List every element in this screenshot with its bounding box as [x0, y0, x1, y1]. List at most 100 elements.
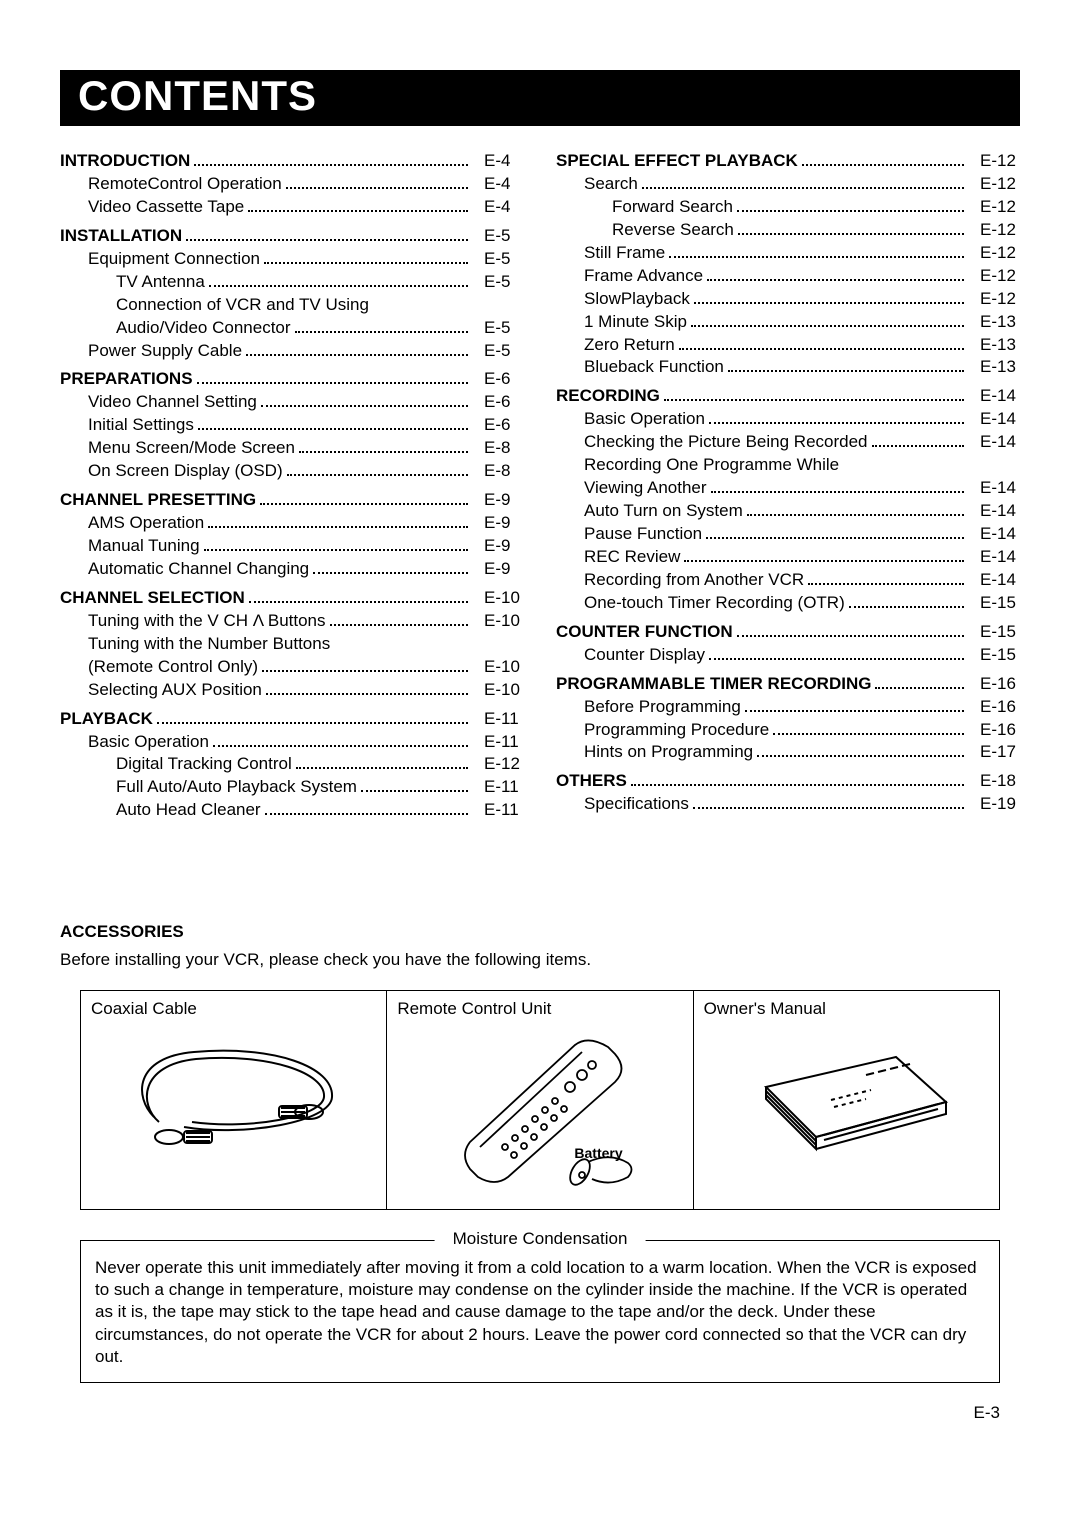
- toc-label: Forward Search: [556, 196, 733, 219]
- toc-label: Tuning with the V CH Λ Buttons: [60, 610, 326, 633]
- toc-row: Counter DisplayE-15: [556, 644, 1020, 667]
- toc-dots: [313, 559, 468, 574]
- toc-label: SlowPlayback: [556, 288, 690, 311]
- owners-manual-icon: [716, 1027, 976, 1167]
- toc-page: E-13: [968, 311, 1020, 334]
- toc-row: Basic OperationE-14: [556, 408, 1020, 431]
- toc-row: INSTALLATIONE-5: [60, 225, 524, 248]
- toc-row: Power Supply CableE-5: [60, 340, 524, 363]
- toc-row: Viewing Another E-14: [556, 477, 1020, 500]
- toc-page: E-16: [968, 696, 1020, 719]
- toc-page: E-8: [472, 460, 524, 483]
- toc-label: Initial Settings: [60, 414, 194, 437]
- toc-row: REC ReviewE-14: [556, 546, 1020, 569]
- toc-page: E-15: [968, 644, 1020, 667]
- toc-dots: [808, 570, 964, 585]
- moisture-title: Moisture Condensation: [435, 1229, 646, 1249]
- toc-row: On Screen Display (OSD)E-8: [60, 460, 524, 483]
- toc-row: CHANNEL SELECTIONE-10: [60, 587, 524, 610]
- moisture-body: Never operate this unit immediately afte…: [95, 1257, 985, 1367]
- toc-dots: [264, 248, 468, 263]
- toc-dots: [330, 611, 468, 626]
- toc-dots: [296, 754, 468, 769]
- toc-label: PLAYBACK: [60, 708, 153, 731]
- toc-label: Manual Tuning: [60, 535, 200, 558]
- toc-dots: [266, 679, 468, 694]
- toc-page: E-14: [968, 477, 1020, 500]
- toc-page: E-14: [968, 408, 1020, 431]
- toc-page: E-12: [472, 753, 524, 776]
- toc-page: E-12: [968, 219, 1020, 242]
- toc-label: SPECIAL EFFECT PLAYBACK: [556, 150, 798, 173]
- accessory-label: Remote Control Unit: [397, 999, 682, 1019]
- remote-control-icon: [410, 1027, 670, 1197]
- toc-dots: [693, 794, 964, 809]
- toc-row: Tuning with the V CH Λ ButtonsE-10: [60, 610, 524, 633]
- toc-label: Hints on Programming: [556, 741, 753, 764]
- toc-label: Viewing Another: [556, 477, 707, 500]
- toc-page: E-5: [472, 340, 524, 363]
- toc-dots: [295, 317, 468, 332]
- toc-row: Recording from Another VCRE-14: [556, 569, 1020, 592]
- toc-dots: [669, 242, 964, 257]
- toc-dots: [261, 392, 468, 407]
- toc-label: PREPARATIONS: [60, 368, 193, 391]
- toc-label: Connection of VCR and TV Using: [60, 294, 369, 317]
- toc-dots: [849, 593, 964, 608]
- accessory-owners-manual: Owner's Manual: [694, 991, 999, 1209]
- toc-dots: [679, 334, 964, 349]
- toc-row: Selecting AUX PositionE-10: [60, 679, 524, 702]
- toc-page: E-14: [968, 546, 1020, 569]
- toc-page: E-13: [968, 356, 1020, 379]
- toc-page: E-14: [968, 523, 1020, 546]
- toc-row: Auto Head CleanerE-11: [60, 799, 524, 822]
- accessories-intro: Before installing your VCR, please check…: [60, 950, 1020, 970]
- accessories-boxes: Coaxial Cable Remot: [80, 990, 1000, 1210]
- toc-page: E-15: [968, 621, 1020, 644]
- toc-row: Video Cassette TapeE-4: [60, 196, 524, 219]
- toc-label: Still Frame: [556, 242, 665, 265]
- toc-container: INTRODUCTIONE-4RemoteControl OperationE-…: [60, 150, 1020, 822]
- toc-page: E-6: [472, 368, 524, 391]
- toc-page: E-6: [472, 391, 524, 414]
- toc-dots: [631, 771, 964, 786]
- toc-dots: [260, 490, 468, 505]
- toc-page: E-10: [472, 679, 524, 702]
- toc-row: RECORDINGE-14: [556, 385, 1020, 408]
- toc-page: E-12: [968, 242, 1020, 265]
- toc-dots: [197, 369, 468, 384]
- toc-row: Manual TuningE-9: [60, 535, 524, 558]
- toc-dots: [747, 501, 964, 516]
- toc-label: Digital Tracking Control: [60, 753, 292, 776]
- toc-page: E-5: [472, 271, 524, 294]
- toc-label: Zero Return: [556, 334, 675, 357]
- toc-label: Pause Function: [556, 523, 702, 546]
- toc-row: (Remote Control Only)E-10: [60, 656, 524, 679]
- toc-dots: [204, 536, 468, 551]
- toc-row: PREPARATIONS E-6: [60, 368, 524, 391]
- toc-dots: [773, 719, 964, 734]
- toc-label: Search: [556, 173, 638, 196]
- toc-page: E-16: [968, 719, 1020, 742]
- toc-label: AMS Operation: [60, 512, 204, 535]
- toc-dots: [287, 461, 468, 476]
- toc-dots: [157, 708, 468, 723]
- toc-dots: [737, 621, 964, 636]
- toc-row: TV AntennaE-5: [60, 271, 524, 294]
- toc-row: Recording One Programme While: [556, 454, 1020, 477]
- toc-page: E-13: [968, 334, 1020, 357]
- toc-page: E-9: [472, 489, 524, 512]
- toc-page: E-9: [472, 558, 524, 581]
- accessory-remote-control: Remote Control Unit Battery: [387, 991, 693, 1209]
- toc-dots: [286, 174, 468, 189]
- toc-row: Menu Screen/Mode ScreenE-8: [60, 437, 524, 460]
- toc-dots: [875, 673, 964, 688]
- toc-row: CHANNEL PRESETTINGE-9: [60, 489, 524, 512]
- toc-label: Menu Screen/Mode Screen: [60, 437, 295, 460]
- toc-label: Auto Turn on System: [556, 500, 743, 523]
- toc-row: Connection of VCR and TV Using: [60, 294, 524, 317]
- toc-label: PROGRAMMABLE TIMER RECORDING: [556, 673, 871, 696]
- toc-page: E-18: [968, 770, 1020, 793]
- toc-page: E-9: [472, 512, 524, 535]
- toc-row: Tuning with the Number Buttons: [60, 633, 524, 656]
